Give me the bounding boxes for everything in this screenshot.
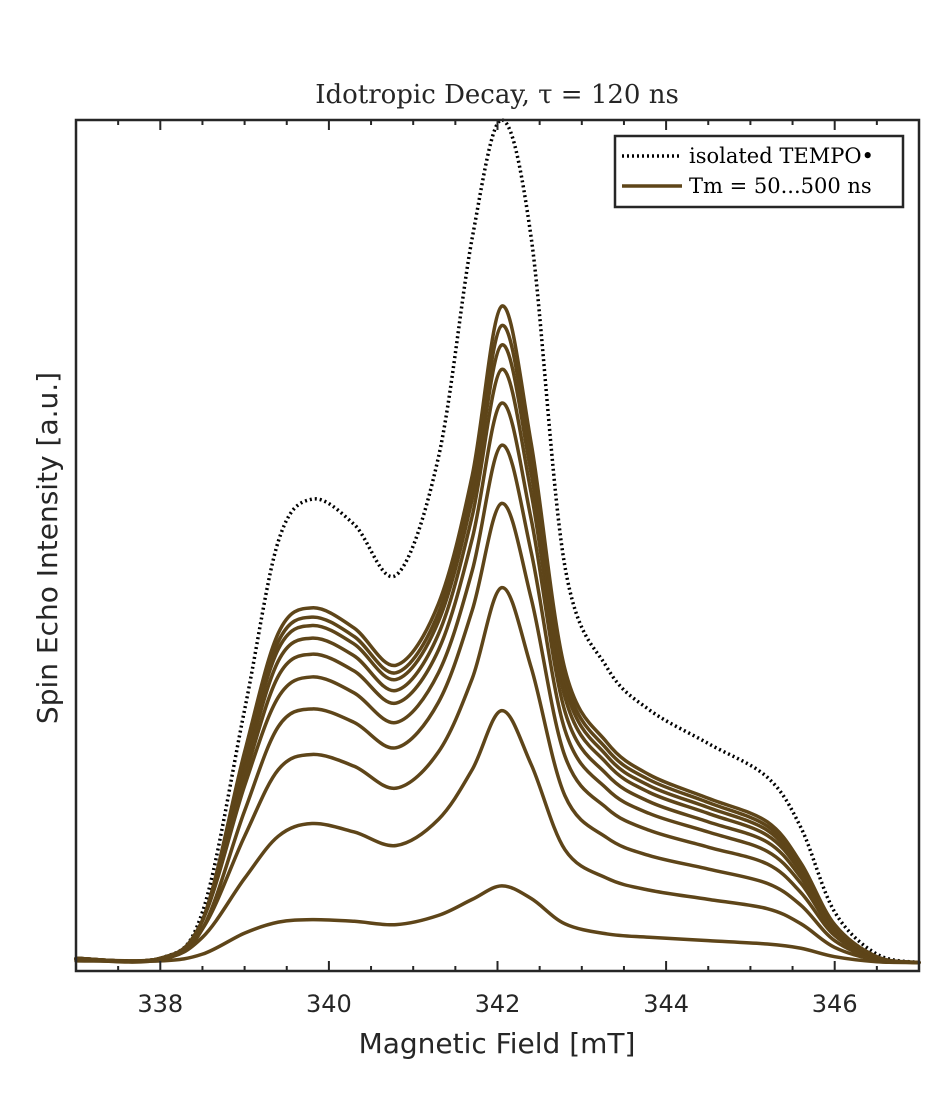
x-tick-label: 338 [137,990,183,1018]
plot-lines [74,118,921,965]
series-line-tm-1 [74,884,921,965]
x-tick-label: 346 [812,990,858,1018]
legend-label-tm: Tm = 50...500 ns [689,174,872,198]
series-line-tm-7 [74,367,921,965]
chart-title: Idotropic Decay, τ = 120 ns [315,80,679,110]
y-axis-label: Spin Echo Intensity [a.u.] [31,372,64,724]
x-tick-label: 344 [643,990,689,1018]
x-axis-label: Magnetic Field [mT] [359,1027,636,1060]
legend-label-isolated: isolated TEMPO• [689,144,874,168]
series-line-tm-2 [74,708,921,965]
series-line-tm-5 [74,443,921,965]
series-line-tm-6 [74,401,921,965]
series-line-isolated [75,118,920,965]
series-line-tm-3 [74,585,921,965]
axes-frame [74,118,921,973]
series-line-tm-8 [74,343,921,965]
legend-box [613,134,905,209]
axis-ticks: 338 340 342 344 346 [117,120,878,1018]
x-tick-label: 340 [306,990,352,1018]
x-tick-label: 342 [475,990,521,1018]
series-line-tm-4 [74,501,921,965]
legend: isolated TEMPO• Tm = 50...500 ns [613,134,905,209]
series-line-tm-10 [74,304,921,965]
